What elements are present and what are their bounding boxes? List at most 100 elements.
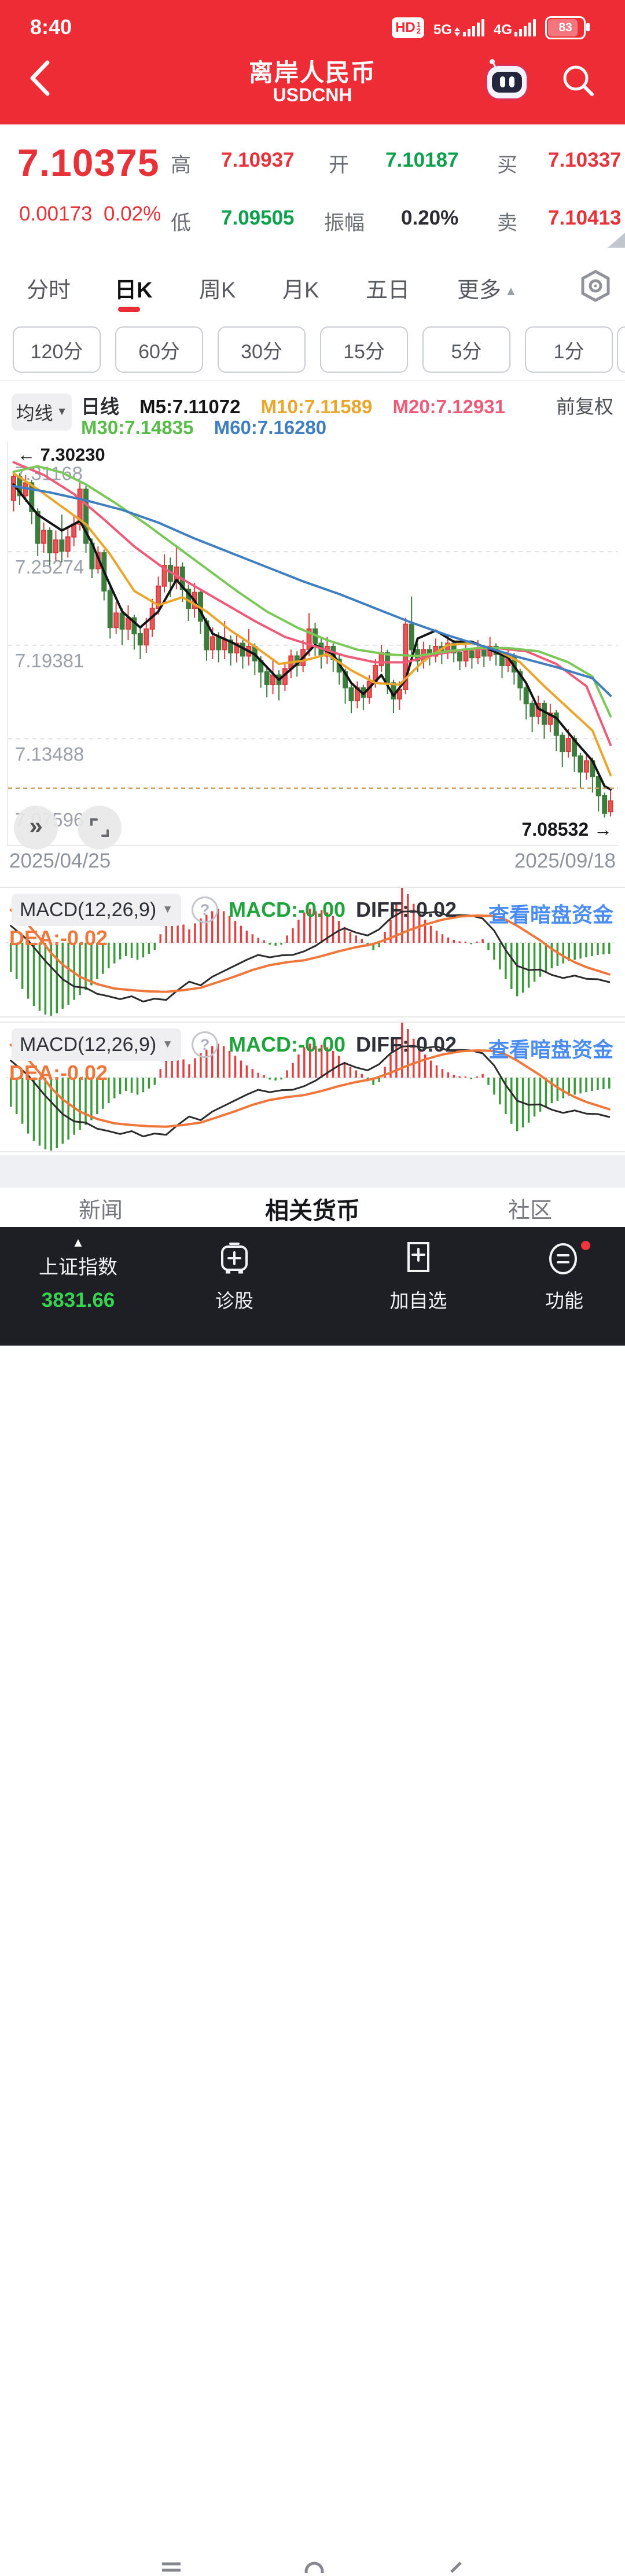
- diagnose-icon: [221, 1243, 248, 1274]
- tab-monthly-k[interactable]: 月K: [282, 278, 319, 303]
- tab-daily-k[interactable]: 日K: [115, 278, 153, 303]
- tab-five-day[interactable]: 五日: [366, 278, 410, 303]
- fullscreen-button[interactable]: [78, 806, 122, 850]
- btn-15min[interactable]: 15分: [320, 326, 408, 373]
- signal-5g-icon: 5G: [433, 19, 484, 37]
- open-value: 7.10187: [385, 149, 459, 171]
- nav-add-watchlist[interactable]: 加自选: [375, 1241, 462, 1313]
- bid-value: 7.10337: [548, 149, 622, 171]
- nav-label: 加自选: [389, 1290, 447, 1311]
- android-recents-icon[interactable]: [161, 2562, 182, 2576]
- date-end: 2025/09/18: [514, 850, 616, 872]
- search-icon[interactable]: [560, 63, 597, 100]
- open-label: 开: [329, 154, 350, 177]
- help-icon[interactable]: ?: [192, 1031, 219, 1058]
- svg-text:← 7.30230: ← 7.30230: [17, 444, 105, 465]
- btn-60min[interactable]: 60分: [115, 326, 203, 373]
- status-time: 8:40: [30, 15, 72, 39]
- features-icon: [549, 1243, 577, 1274]
- tab-more[interactable]: 更多 ▲: [457, 278, 517, 303]
- diff-value: DIFF:-0.02: [356, 898, 457, 921]
- chart-settings-icon[interactable]: [580, 270, 611, 302]
- section-divider: [0, 1155, 625, 1188]
- ma5-value: M5:7.11072: [139, 396, 241, 417]
- caret-up-icon: ▲: [72, 1235, 84, 1250]
- indicator-selector-button[interactable]: MACD(12,26,9) ▼: [12, 894, 182, 926]
- caret-down-icon: ▼: [162, 903, 174, 916]
- android-back-icon[interactable]: [447, 2562, 464, 2576]
- svg-text:7.13488: 7.13488: [15, 743, 84, 765]
- btn-120min[interactable]: 120分: [13, 326, 101, 373]
- date-axis: 2025/04/25 2025/09/18: [7, 850, 618, 882]
- ai-assistant-icon[interactable]: [485, 59, 529, 100]
- dea-value: DEA:-0.02: [9, 926, 108, 950]
- symbol-code: USDCNH: [273, 84, 352, 105]
- amplitude-label: 振幅: [324, 212, 365, 234]
- caret-down-icon: ▼: [56, 406, 68, 418]
- index-value: 3831.66: [41, 1289, 115, 1311]
- bid-label: 买: [497, 154, 518, 177]
- date-start: 2025/04/25: [9, 850, 111, 872]
- battery-icon: 83: [545, 16, 590, 39]
- period-tab-bar: 分时 日K 周K 月K 五日 更多 ▲: [0, 249, 625, 319]
- ma10-value: M10:7.11589: [260, 396, 373, 417]
- ma20-value: M20:7.12931: [392, 396, 505, 417]
- adjust-mode-label[interactable]: 前复权: [556, 396, 613, 417]
- caret-down-icon: ▼: [162, 1038, 174, 1050]
- high-value: 7.10937: [221, 149, 295, 171]
- btn-partial[interactable]: [617, 326, 625, 373]
- ma-legend: 均线 ▼ 日线 M5:7.11072 M10:7.11589 M20:7.1293…: [0, 380, 625, 442]
- price-change: 0.00173 0.02%: [19, 203, 161, 225]
- caret-up-icon: ▲: [505, 284, 517, 298]
- last-price: 7.10375: [17, 141, 160, 184]
- btn-5min[interactable]: 5分: [422, 326, 510, 373]
- dark-pool-link[interactable]: 查看暗盘资金: [488, 1038, 613, 1061]
- fullscreen-icon: [90, 818, 109, 837]
- indicator-selector-button[interactable]: MACD(12,26,9) ▼: [12, 1028, 182, 1061]
- macd-value: MACD:-0.00: [229, 898, 346, 921]
- quote-panel[interactable]: 7.10375 0.00173 0.02% 高 7.10937 开 7.1018…: [0, 124, 625, 250]
- active-tab-underline: [118, 307, 140, 312]
- diff-value: DIFF:-0.02: [356, 1032, 457, 1056]
- low-label: 低: [171, 212, 192, 234]
- ask-label: 卖: [497, 212, 518, 234]
- nav-diagnose-stock[interactable]: 诊股: [191, 1241, 278, 1313]
- minute-button-row: 120分 60分 30分 15分 5分 1分: [0, 319, 625, 380]
- dea-value: DEA:-0.02: [9, 1061, 108, 1085]
- help-icon[interactable]: ?: [192, 896, 219, 923]
- macd-panel-2[interactable]: MACD(12,26,9) ▼ ? MACD:-0.00 DIFF:-0.02 查…: [0, 1021, 625, 1152]
- btn-30min[interactable]: 30分: [218, 326, 306, 373]
- bottom-nav-bar: ▲ 上证指数 3831.66 诊股 加自选 功能: [0, 1227, 625, 2576]
- tab-minute[interactable]: 分时: [27, 278, 71, 303]
- notification-badge: [581, 1241, 590, 1250]
- low-value: 7.09505: [221, 207, 295, 229]
- tab-related-currencies[interactable]: 相关货币: [265, 1197, 360, 1224]
- android-home-icon[interactable]: [304, 2562, 324, 2576]
- dark-pool-link[interactable]: 查看暗盘资金: [488, 903, 613, 927]
- btn-1min[interactable]: 1分: [525, 326, 613, 373]
- nav-label: 功能: [545, 1290, 583, 1311]
- macd-value: MACD:-0.00: [229, 1032, 346, 1056]
- nav-index-quote[interactable]: ▲ 上证指数 3831.66: [17, 1235, 139, 1312]
- tab-news[interactable]: 新闻: [79, 1199, 123, 1223]
- svg-text:7.08532 →: 7.08532 →: [521, 819, 612, 840]
- collapse-panel-button[interactable]: »: [14, 806, 58, 850]
- high-label: 高: [171, 154, 192, 177]
- page-title: 离岸人民币: [248, 59, 376, 86]
- svg-text:7.19381: 7.19381: [15, 650, 84, 671]
- series-type-label: 日线: [81, 396, 119, 417]
- ma60-value: M60:7.16280: [214, 417, 327, 438]
- expand-quote-fold[interactable]: [608, 233, 625, 248]
- ma-selector-button[interactable]: 均线 ▼: [12, 394, 72, 431]
- back-button[interactable]: [24, 58, 59, 98]
- tab-community[interactable]: 社区: [508, 1199, 553, 1223]
- nav-features[interactable]: 功能: [521, 1241, 608, 1313]
- signal-4g-icon: 4G: [494, 19, 536, 37]
- amplitude-value: 0.20%: [401, 207, 459, 229]
- tab-weekly-k[interactable]: 周K: [199, 278, 236, 303]
- macd-panel-1[interactable]: MACD(12,26,9) ▼ ? MACD:-0.00 DIFF:-0.02 查…: [0, 887, 625, 1017]
